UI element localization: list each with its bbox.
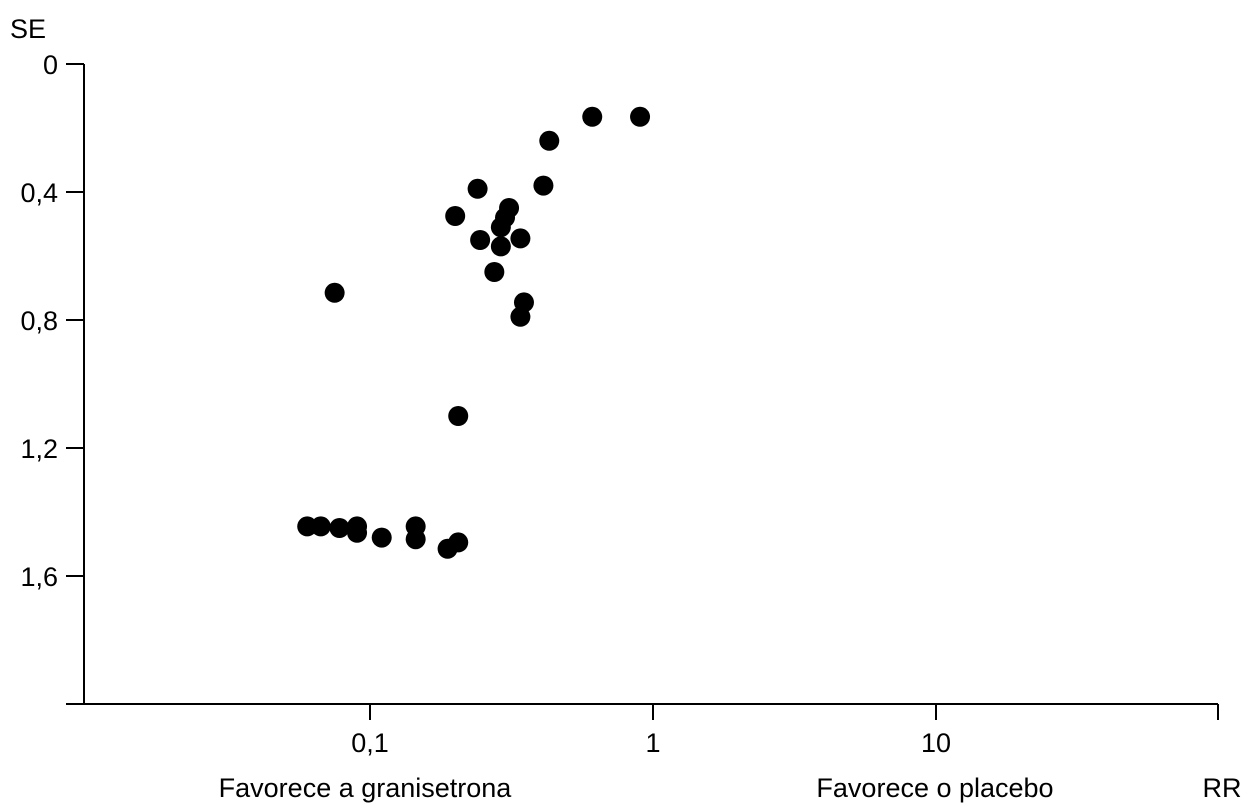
axis-ticks: 0 0,4 0,8 1,2 1,6 0,1 1 10 [20, 50, 951, 758]
data-point [310, 516, 331, 537]
y-tick-label: 1,2 [20, 434, 58, 464]
data-point [467, 178, 488, 199]
y-tick-label: 0 [43, 50, 58, 80]
data-point [329, 518, 350, 538]
data-point [470, 230, 491, 250]
annotation-favors-placebo: Favorece o placebo [816, 773, 1053, 803]
y-tick-label: 0,4 [20, 178, 58, 208]
data-point [445, 206, 466, 226]
data-point [510, 306, 531, 327]
y-tick-label: 1,6 [20, 562, 58, 592]
x-tick-label: 10 [921, 728, 951, 758]
data-point [533, 175, 554, 196]
data-point [510, 228, 531, 249]
x-axis-label: RR [1203, 773, 1242, 803]
x-tick-label: 0,1 [351, 728, 389, 758]
axes [66, 64, 1219, 720]
data-point [324, 282, 345, 303]
data-point [539, 130, 560, 151]
data-point [448, 406, 469, 426]
data-point [630, 106, 651, 127]
annotation-favors-granisetron: Favorece a granisetrona [219, 773, 513, 803]
data-point [405, 529, 426, 550]
data-point [347, 522, 368, 543]
data-point [371, 527, 392, 548]
data-point [490, 236, 511, 257]
data-point [490, 217, 511, 238]
data-point [484, 262, 505, 282]
y-axis-label: SE [10, 14, 46, 44]
data-point [437, 538, 458, 559]
y-tick-label: 0,8 [20, 306, 58, 336]
data-point [582, 106, 603, 127]
x-tick-label: 1 [645, 728, 660, 758]
data-points [297, 106, 651, 559]
